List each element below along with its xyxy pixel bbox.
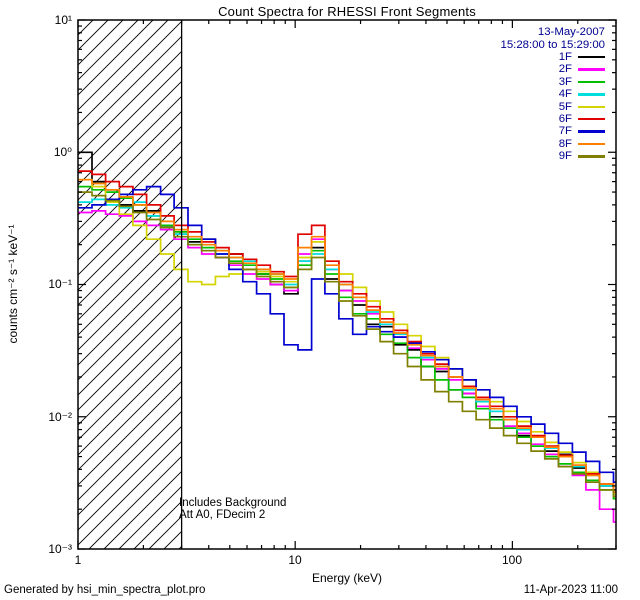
legend-item: 8F: [500, 138, 605, 150]
legend-color-swatch: [578, 105, 605, 108]
x-tick-label: 100: [501, 553, 523, 567]
chart-title: Count Spectra for RHESSI Front Segments: [218, 4, 476, 19]
legend-color-swatch: [578, 117, 605, 121]
y-tick-label: 10⁻¹: [48, 277, 72, 291]
legend-label: 7F: [558, 125, 572, 138]
legend-item: 6F: [500, 113, 605, 125]
observation-time-range: 15:28:00 to 15:29:00: [500, 38, 605, 51]
legend-color-swatch: [578, 93, 605, 96]
legend-color-swatch: [578, 80, 605, 84]
legend-item: 9F: [500, 150, 605, 162]
x-tick-label: 10: [288, 553, 302, 567]
legend-label: 9F: [558, 150, 572, 163]
y-tick-label: 10⁰: [53, 145, 72, 159]
generator-note: Generated by hsi_min_spectra_plot.pro: [4, 584, 206, 596]
legend-label: 3F: [558, 75, 572, 88]
legend-item: 1F: [500, 51, 605, 63]
y-tick-label: 10⁻²: [48, 410, 72, 424]
y-tick-label: 10¹: [54, 13, 72, 27]
y-axis-label: counts cm⁻² s⁻¹ keV⁻¹: [6, 224, 20, 344]
legend-label: 5F: [558, 100, 572, 113]
legend-label: 4F: [558, 88, 572, 101]
legend-color-swatch: [578, 55, 605, 59]
legend-label: 2F: [558, 63, 572, 76]
background-note: Includes Background: [179, 497, 287, 509]
legend-label: 6F: [558, 112, 572, 125]
legend-item: 2F: [500, 63, 605, 75]
legend: 13-May-2007 15:28:00 to 15:29:00 1F 2F 3…: [500, 26, 605, 163]
legend-color-swatch: [578, 130, 605, 133]
x-axis-label: Energy (keV): [311, 571, 383, 585]
legend-item: 3F: [500, 76, 605, 88]
legend-item: 4F: [500, 88, 605, 100]
legend-color-swatch: [578, 68, 605, 71]
x-tick-label: 1: [74, 553, 82, 567]
legend-color-swatch: [578, 142, 605, 146]
legend-label: 8F: [558, 137, 572, 150]
observation-date: 13-May-2007: [537, 26, 605, 38]
legend-label: 1F: [558, 51, 572, 63]
legend-item: 5F: [500, 101, 605, 113]
legend-color-swatch: [578, 155, 605, 158]
legend-item: 7F: [500, 125, 605, 137]
attenuator-note: Att A0, FDecim 2: [179, 509, 266, 521]
generation-timestamp: 11-Apr-2023 11:00: [523, 584, 618, 596]
y-tick-label: 10⁻³: [48, 542, 72, 556]
